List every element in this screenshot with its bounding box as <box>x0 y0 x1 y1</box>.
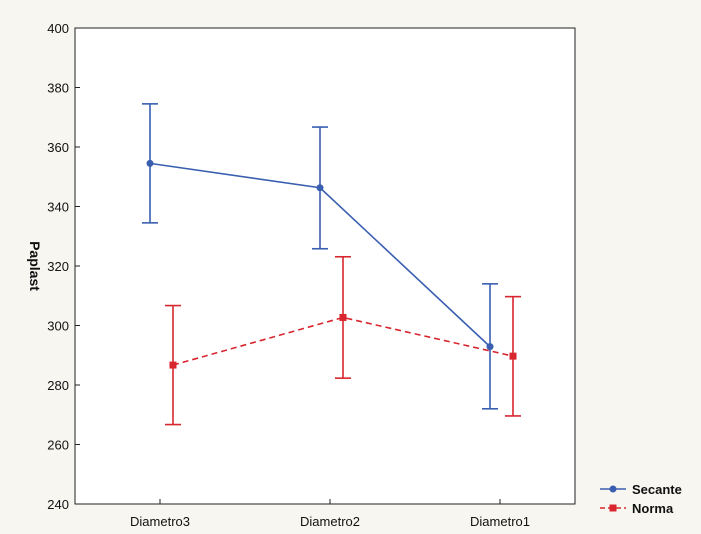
series-layer <box>142 103 521 426</box>
data-point <box>169 361 177 369</box>
legend-marker <box>609 485 617 493</box>
data-point <box>146 159 154 167</box>
y-tick-label: 280 <box>47 378 69 393</box>
legend-label: Norma <box>632 501 674 516</box>
y-tick-label: 260 <box>47 438 69 453</box>
legend: Secante Norma <box>600 482 682 516</box>
x-tick-label: Diametro1 <box>470 514 530 529</box>
y-tick-label: 300 <box>47 319 69 334</box>
y-axis-label: Paplast <box>27 241 43 291</box>
plot-area <box>74 27 576 505</box>
y-tick-label: 320 <box>47 259 69 274</box>
x-tick-label: Diametro3 <box>130 514 190 529</box>
y-axis: 240 260 280 300 320 340 360 380 400 <box>47 21 80 512</box>
y-tick-label: 360 <box>47 140 69 155</box>
data-point <box>316 184 324 192</box>
series-norma <box>165 255 521 426</box>
y-tick-label: 340 <box>47 200 69 215</box>
x-axis: Diametro3 Diametro2 Diametro1 <box>130 499 530 529</box>
y-tick-label: 400 <box>47 21 69 36</box>
series-secante <box>142 103 498 410</box>
legend-label: Secante <box>632 482 682 497</box>
series-line <box>172 316 514 366</box>
data-point <box>509 352 517 360</box>
data-point <box>339 313 347 321</box>
y-tick-label: 240 <box>47 497 69 512</box>
x-tick-label: Diametro2 <box>300 514 360 529</box>
legend-marker <box>609 504 617 512</box>
data-point <box>486 343 494 351</box>
y-tick-label: 380 <box>47 81 69 96</box>
